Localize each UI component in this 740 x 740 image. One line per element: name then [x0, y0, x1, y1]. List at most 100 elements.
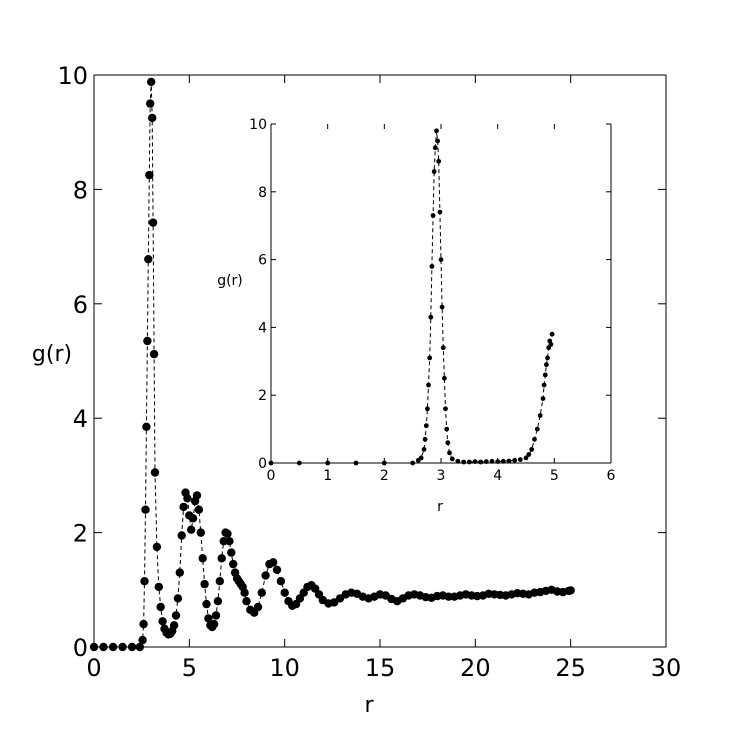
inset-data-point — [523, 455, 529, 461]
inset-y-tick-label: 6 — [258, 253, 267, 269]
inset-x-tick-label: 1 — [323, 468, 332, 484]
inset-data-point — [426, 382, 431, 388]
main-data-point — [173, 594, 183, 603]
main-data-point — [150, 468, 160, 477]
inset-data-point — [449, 456, 455, 462]
main-data-point — [147, 77, 156, 87]
inset-x-tick-label: 3 — [437, 468, 446, 484]
main-data-point — [135, 642, 144, 652]
inset-data-point — [381, 460, 387, 466]
main-data-point — [188, 514, 198, 523]
main-data-point — [141, 505, 150, 514]
inset-y-tick-label: 2 — [258, 388, 267, 404]
main-data-point — [187, 525, 196, 534]
main-y-tick-label: 0 — [73, 634, 88, 662]
main-data-point — [183, 494, 192, 503]
main-data-point — [156, 602, 165, 612]
inset-data-point — [540, 396, 546, 401]
inset-data-point — [544, 362, 549, 368]
inset-data-point — [500, 458, 506, 464]
inset-data-point — [353, 460, 359, 466]
main-data-point — [276, 577, 286, 586]
inset-x-tick-label: 4 — [493, 468, 502, 484]
inset-data-point — [489, 458, 495, 464]
main-series — [89, 77, 575, 652]
inset-y-tick-label: 4 — [258, 320, 267, 336]
inset-data-point — [472, 459, 478, 464]
inset-data-point — [437, 209, 443, 215]
inset-data-point — [445, 440, 451, 446]
main-data-point — [158, 617, 167, 626]
main-ticks — [93, 74, 667, 648]
main-data-point — [198, 554, 207, 563]
main-data-point — [177, 531, 186, 540]
main-x-tick-label: 20 — [460, 654, 491, 682]
main-data-point — [444, 592, 453, 601]
main-x-axis-label: r — [364, 693, 374, 718]
inset-data-point — [461, 459, 467, 465]
inset-data-point — [430, 213, 436, 218]
main-data-point — [171, 611, 181, 620]
inset-data-point — [529, 447, 535, 452]
main-data-point — [149, 349, 159, 359]
main-data-point — [145, 170, 154, 180]
inset-x-tick-label: 0 — [267, 468, 276, 484]
inset-data-point — [549, 331, 555, 337]
inset-data-point — [440, 345, 446, 351]
main-data-point — [140, 577, 149, 586]
main-data-point — [192, 491, 202, 500]
inset-y-tick-label: 0 — [258, 456, 267, 472]
main-data-point — [211, 611, 221, 620]
main-data-point — [89, 642, 99, 652]
inset-data-point — [532, 436, 537, 442]
inset-data-point — [410, 460, 416, 466]
inset-data-point — [425, 406, 430, 412]
inset-data-point — [422, 436, 428, 442]
inset-x-tick-label: 6 — [607, 468, 616, 484]
main-data-point — [142, 422, 151, 431]
main-data-point — [144, 255, 153, 264]
inset-data-point — [447, 450, 452, 456]
inset-data-point — [506, 458, 512, 464]
main-data-point — [217, 554, 226, 563]
inset-data-point — [418, 455, 424, 461]
inset-data-point — [495, 459, 501, 464]
main-y-axis-label: g(r) — [32, 342, 72, 367]
main-x-tick-label: 0 — [86, 654, 101, 682]
main-data-point — [200, 579, 209, 589]
main-data-point — [240, 588, 249, 597]
inset-data-point — [541, 382, 547, 388]
main-data-point — [257, 588, 266, 597]
inset-data-point — [442, 375, 447, 381]
main-data-point — [154, 582, 163, 592]
inset-data-point — [438, 257, 444, 262]
main-data-point — [202, 599, 211, 609]
main-data-point — [148, 113, 157, 123]
main-data-point — [99, 642, 108, 652]
inset-data-point — [432, 145, 438, 151]
main-data-point — [143, 336, 152, 346]
inset-data-point — [296, 460, 302, 466]
main-y-tick-label: 4 — [73, 405, 88, 433]
inset-x-tick-label: 2 — [380, 468, 389, 484]
main-data-point — [175, 568, 184, 577]
inset-background — [271, 124, 611, 463]
inset-data-point — [436, 158, 442, 164]
main-data-point — [138, 635, 147, 645]
main-data-point — [139, 619, 148, 629]
main-data-point — [280, 588, 289, 597]
inset-data-point — [427, 355, 433, 361]
main-y-tick-label: 8 — [73, 176, 88, 204]
inset-data-point — [455, 458, 461, 464]
main-data-point — [215, 577, 224, 586]
inset-data-point — [512, 457, 518, 463]
inset-data-point — [435, 138, 440, 144]
inset-data-point — [542, 372, 548, 378]
main-data-point — [225, 537, 234, 546]
inset-data-point — [537, 413, 543, 418]
inset-y-axis-label: g(r) — [217, 273, 243, 289]
inset-data-point — [526, 452, 532, 457]
main-data-point — [169, 621, 179, 630]
main-data-point — [242, 597, 251, 606]
